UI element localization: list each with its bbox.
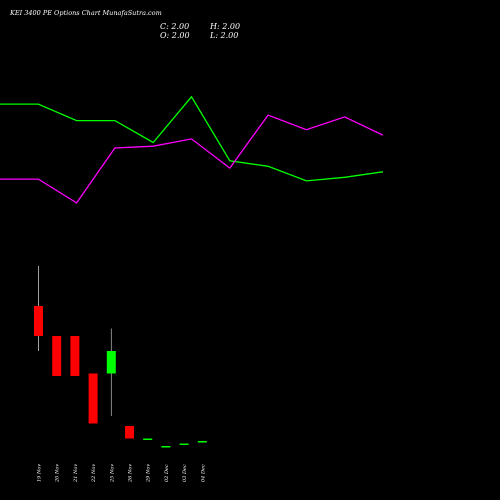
x-tick-label: 20 Nov bbox=[55, 464, 61, 483]
x-tick-label: 04 Dec bbox=[200, 464, 206, 482]
close-readout: C: 2.00 bbox=[160, 22, 190, 31]
candle-body bbox=[161, 446, 171, 448]
candle-body bbox=[197, 441, 207, 443]
x-tick-label: 29 Nov bbox=[146, 464, 152, 483]
x-tick-label: 21 Nov bbox=[73, 464, 79, 483]
x-tick-label: 03 Dec bbox=[182, 464, 188, 482]
candle-body bbox=[143, 438, 153, 440]
x-tick-label: 02 Dec bbox=[164, 464, 170, 482]
candle-body bbox=[52, 336, 62, 376]
indicator-line-2 bbox=[0, 114, 384, 204]
candle-body bbox=[179, 443, 189, 445]
x-tick-label: 26 Nov bbox=[128, 464, 134, 483]
x-tick-label: 22 Nov bbox=[91, 464, 97, 483]
candle-body bbox=[106, 351, 116, 374]
x-tick-label: 25 Nov bbox=[109, 464, 115, 483]
high-readout: H: 2.00 bbox=[210, 22, 241, 31]
indicator-line-1 bbox=[0, 95, 384, 182]
x-tick-label: 19 Nov bbox=[37, 464, 43, 482]
open-readout: O: 2.00 bbox=[160, 31, 190, 40]
candle-body bbox=[34, 306, 43, 336]
low-readout: L: 2.00 bbox=[210, 31, 239, 40]
candle-body bbox=[88, 373, 98, 424]
candle-body bbox=[125, 426, 134, 439]
candle-body bbox=[70, 336, 80, 376]
chart-title: KEI 3400 PE Options Chart MunafaSutra.co… bbox=[10, 9, 162, 17]
